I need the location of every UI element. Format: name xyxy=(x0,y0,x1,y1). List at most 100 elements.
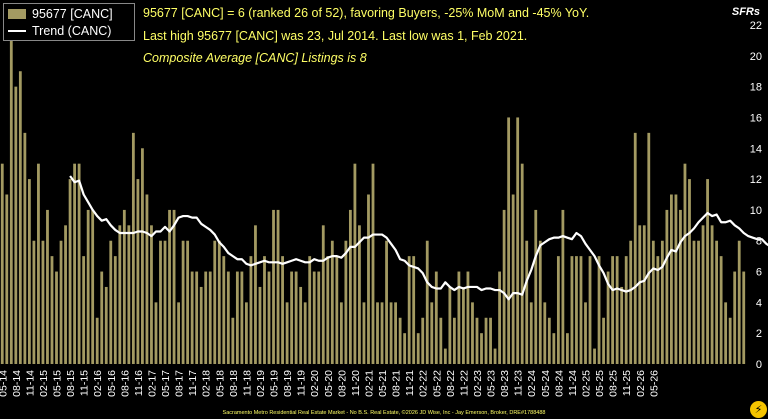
bar-127 xyxy=(575,256,578,364)
bar-65 xyxy=(294,271,298,364)
y-tick-label-6: 6 xyxy=(756,267,762,279)
bar-70 xyxy=(317,271,321,364)
bar-155 xyxy=(701,225,705,364)
x-tick-label-11-22: 11-22 xyxy=(458,370,470,396)
bar-145 xyxy=(656,256,660,364)
y-tick-label-22: 22 xyxy=(750,20,762,32)
x-tick-label-08-23: 08-23 xyxy=(499,370,511,397)
bar-144 xyxy=(651,240,655,364)
x-tick-label-02-24: 02-24 xyxy=(526,370,538,397)
bar-159 xyxy=(719,256,723,364)
bar-40 xyxy=(181,240,185,364)
bar-102 xyxy=(462,286,465,364)
bar-91 xyxy=(412,256,416,364)
bar-36 xyxy=(163,240,167,364)
legend-line-swatch xyxy=(8,30,26,32)
bar-45 xyxy=(204,271,208,364)
bar-147 xyxy=(665,209,669,364)
x-tick-label-08-17: 08-17 xyxy=(174,370,186,397)
bar-148 xyxy=(670,194,673,364)
bar-49 xyxy=(222,256,226,364)
bar-46 xyxy=(208,271,212,364)
bar-24 xyxy=(109,240,113,364)
x-tick-label-02-22: 02-22 xyxy=(418,370,430,397)
headline-composite: Composite Average [CANC] Listings is 8 xyxy=(143,51,367,65)
bar-116 xyxy=(525,240,529,364)
x-tick-label-05-17: 05-17 xyxy=(160,370,172,397)
bar-56 xyxy=(254,225,257,364)
bar-59 xyxy=(267,271,271,364)
bar-121 xyxy=(547,317,551,364)
bar-108 xyxy=(489,317,492,364)
bar-109 xyxy=(493,348,497,364)
y-tick-label-8: 8 xyxy=(756,236,762,248)
bar-157 xyxy=(710,225,714,364)
bar-119 xyxy=(538,240,542,364)
x-tick-label-02-25: 02-25 xyxy=(581,370,593,397)
y-tick-label-16: 16 xyxy=(750,112,762,124)
bar-131 xyxy=(593,348,596,364)
bar-0 xyxy=(0,163,4,364)
bar-140 xyxy=(633,132,637,364)
bar-17 xyxy=(77,163,81,364)
bar-87 xyxy=(394,302,397,364)
bar-74 xyxy=(335,256,339,364)
bar-90 xyxy=(407,256,411,364)
x-tick-label-02-18: 02-18 xyxy=(201,370,213,397)
lightning-logo-icon: ⚡ xyxy=(750,401,767,418)
bar-15 xyxy=(68,179,72,364)
bar-120 xyxy=(543,302,547,364)
bar-152 xyxy=(688,179,691,364)
bar-52 xyxy=(235,271,239,364)
x-tick-label-05-18: 05-18 xyxy=(214,370,226,397)
x-tick-label-02-17: 02-17 xyxy=(146,370,158,397)
bar-128 xyxy=(579,256,583,364)
bar-39 xyxy=(177,302,180,364)
x-tick-label-05-16: 05-16 xyxy=(106,370,118,397)
bars-group xyxy=(0,9,746,365)
bar-84 xyxy=(380,302,384,364)
x-tick-label-05-25: 05-25 xyxy=(594,370,606,397)
x-tick-label-11-21: 11-21 xyxy=(404,370,416,396)
x-tick-label-05-24: 05-24 xyxy=(540,370,552,397)
bar-7 xyxy=(32,240,36,364)
bar-105 xyxy=(475,317,479,364)
bar-67 xyxy=(303,302,307,364)
y-tick-label-4: 4 xyxy=(756,297,762,309)
y-tick-label-18: 18 xyxy=(750,82,762,94)
bar-129 xyxy=(584,302,587,364)
bar-69 xyxy=(312,271,316,364)
bar-2 xyxy=(9,9,13,365)
bar-34 xyxy=(154,302,158,364)
y-tick-label-10: 10 xyxy=(750,205,762,217)
x-tick-label-05-21: 05-21 xyxy=(377,370,389,397)
legend-entry-bars: 95677 [CANC] xyxy=(8,6,113,22)
bar-80 xyxy=(362,302,366,364)
bar-11 xyxy=(50,256,54,364)
x-tick-label-02-23: 02-23 xyxy=(472,370,484,397)
bar-113 xyxy=(511,194,515,364)
bar-37 xyxy=(168,209,171,364)
bar-134 xyxy=(606,271,610,364)
bar-114 xyxy=(516,117,520,364)
bar-132 xyxy=(597,256,601,364)
x-tick-label-11-15: 11-15 xyxy=(79,370,91,396)
bar-16 xyxy=(73,163,76,364)
bar-14 xyxy=(64,225,67,364)
bar-54 xyxy=(245,302,248,364)
bar-72 xyxy=(326,256,330,364)
bar-143 xyxy=(647,132,651,364)
x-tick-label-11-19: 11-19 xyxy=(296,370,308,396)
x-tick-label-05-22: 05-22 xyxy=(431,370,443,397)
bar-93 xyxy=(421,317,425,364)
legend-entry-trend: Trend (CANC) xyxy=(8,23,111,39)
legend-trend-label: Trend (CANC) xyxy=(32,24,112,38)
bar-123 xyxy=(556,256,560,364)
x-tick-label-02-19: 02-19 xyxy=(255,370,267,397)
x-tick-label-05-14: 05-14 xyxy=(0,370,9,397)
bar-53 xyxy=(240,271,244,364)
bar-35 xyxy=(159,240,162,364)
bar-38 xyxy=(172,209,176,364)
x-tick-label-02-15: 02-15 xyxy=(38,370,50,397)
